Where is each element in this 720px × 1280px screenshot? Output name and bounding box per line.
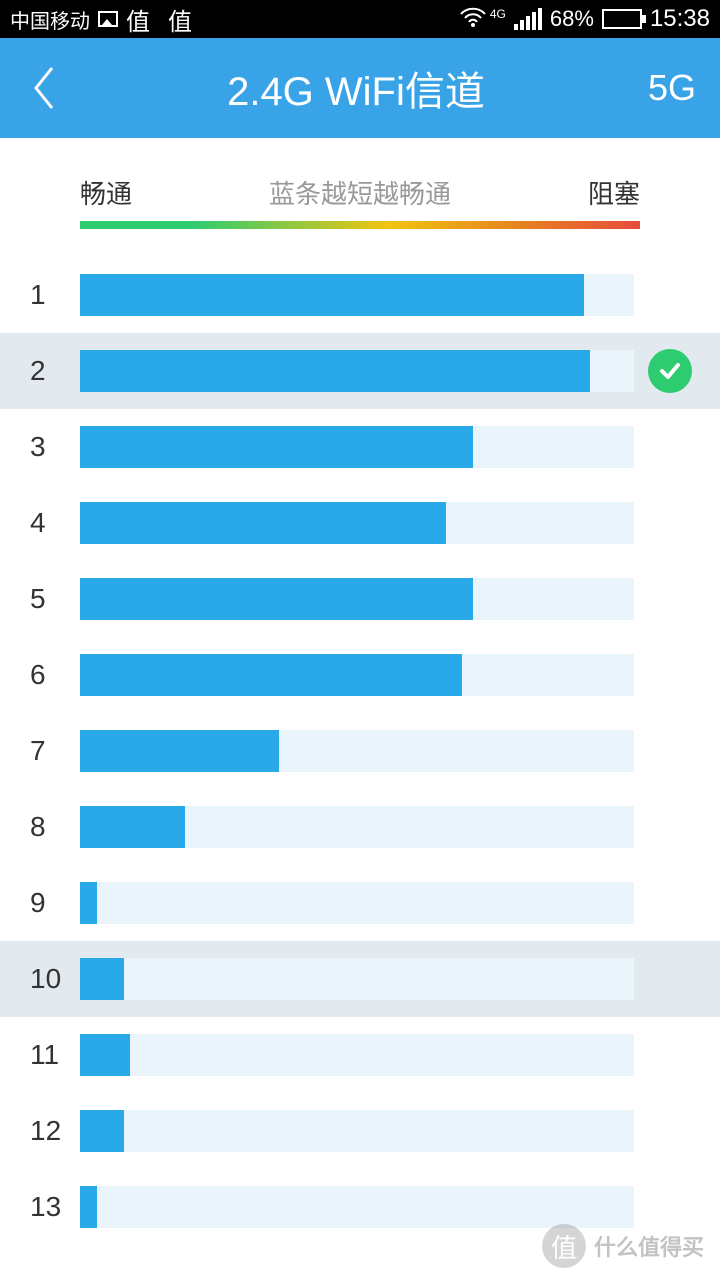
watermark-badge: 值	[542, 1224, 586, 1268]
channel-number: 6	[30, 659, 80, 691]
channel-number: 1	[30, 279, 80, 311]
status-bar: 中国移动 值 值 4G 68% 15:38	[0, 0, 720, 38]
channel-bar-fill	[80, 274, 584, 316]
watermark: 值 什么值得买	[542, 1224, 704, 1268]
channel-bar-track	[80, 1186, 634, 1228]
channel-bar-track	[80, 882, 634, 924]
back-button[interactable]	[24, 58, 64, 118]
channel-number: 5	[30, 583, 80, 615]
channel-number: 7	[30, 735, 80, 767]
channel-bar-fill	[80, 578, 473, 620]
channel-list: 12345678910111213	[0, 257, 720, 1245]
channel-row[interactable]: 6	[0, 637, 720, 713]
channel-row[interactable]: 3	[0, 409, 720, 485]
channel-bar-track	[80, 426, 634, 468]
status-right: 4G 68% 15:38	[460, 5, 710, 33]
legend-hint: 蓝条越短越畅通	[269, 174, 451, 211]
channel-number: 2	[30, 355, 80, 387]
channel-selected-indicator	[644, 349, 696, 393]
channel-bar-track	[80, 578, 634, 620]
channel-row[interactable]: 12	[0, 1093, 720, 1169]
channel-number: 3	[30, 431, 80, 463]
channel-row[interactable]: 9	[0, 865, 720, 941]
channel-row[interactable]: 2	[0, 333, 720, 409]
app-indicator: 值 值	[126, 2, 198, 37]
channel-bar-track	[80, 274, 634, 316]
battery-icon	[602, 9, 642, 29]
channel-bar-fill	[80, 958, 124, 1000]
legend-gradient	[80, 221, 640, 229]
channel-bar-track	[80, 1110, 634, 1152]
channel-bar-track	[80, 654, 634, 696]
image-icon	[98, 11, 118, 27]
legend-clear-label: 畅通	[80, 174, 132, 211]
channel-number: 11	[30, 1039, 80, 1071]
channel-number: 12	[30, 1115, 80, 1147]
channel-bar-fill	[80, 1034, 130, 1076]
channel-row[interactable]: 7	[0, 713, 720, 789]
channel-bar-fill	[80, 806, 185, 848]
channel-bar-fill	[80, 1186, 97, 1228]
chevron-left-icon	[30, 64, 58, 112]
channel-number: 9	[30, 887, 80, 919]
channel-bar-track	[80, 806, 634, 848]
channel-bar-fill	[80, 882, 97, 924]
channel-number: 8	[30, 811, 80, 843]
signal-icon	[514, 8, 542, 30]
clock: 15:38	[650, 5, 710, 33]
channel-bar-track	[80, 350, 634, 392]
legend-labels: 畅通 蓝条越短越畅通 阻塞	[80, 174, 640, 211]
channel-number: 10	[30, 963, 80, 995]
watermark-text: 什么值得买	[594, 1230, 704, 1262]
channel-bar-fill	[80, 426, 473, 468]
channel-bar-track	[80, 1034, 634, 1076]
channel-bar-fill	[80, 502, 446, 544]
channel-number: 4	[30, 507, 80, 539]
channel-row[interactable]: 10	[0, 941, 720, 1017]
channel-bar-track	[80, 502, 634, 544]
page-title: 2.4G WiFi信道	[64, 59, 648, 117]
channel-row[interactable]: 1	[0, 257, 720, 333]
channel-row[interactable]: 4	[0, 485, 720, 561]
network-label: 4G	[490, 7, 506, 21]
channel-bar-fill	[80, 350, 590, 392]
check-icon	[648, 349, 692, 393]
battery-percent: 68%	[550, 6, 594, 32]
channel-bar-track	[80, 730, 634, 772]
channel-bar-track	[80, 958, 634, 1000]
legend: 畅通 蓝条越短越畅通 阻塞	[0, 138, 720, 229]
channel-row[interactable]: 5	[0, 561, 720, 637]
channel-row[interactable]: 11	[0, 1017, 720, 1093]
status-left: 中国移动 值 值	[10, 2, 198, 37]
channel-bar-fill	[80, 654, 462, 696]
channel-row[interactable]: 8	[0, 789, 720, 865]
carrier-label: 中国移动	[10, 5, 90, 34]
nav-bar: 2.4G WiFi信道 5G	[0, 38, 720, 138]
channel-number: 13	[30, 1191, 80, 1223]
wifi-icon	[460, 7, 486, 32]
channel-bar-fill	[80, 1110, 124, 1152]
legend-congested-label: 阻塞	[588, 174, 640, 211]
band-switch-5g[interactable]: 5G	[648, 67, 696, 109]
channel-bar-fill	[80, 730, 279, 772]
